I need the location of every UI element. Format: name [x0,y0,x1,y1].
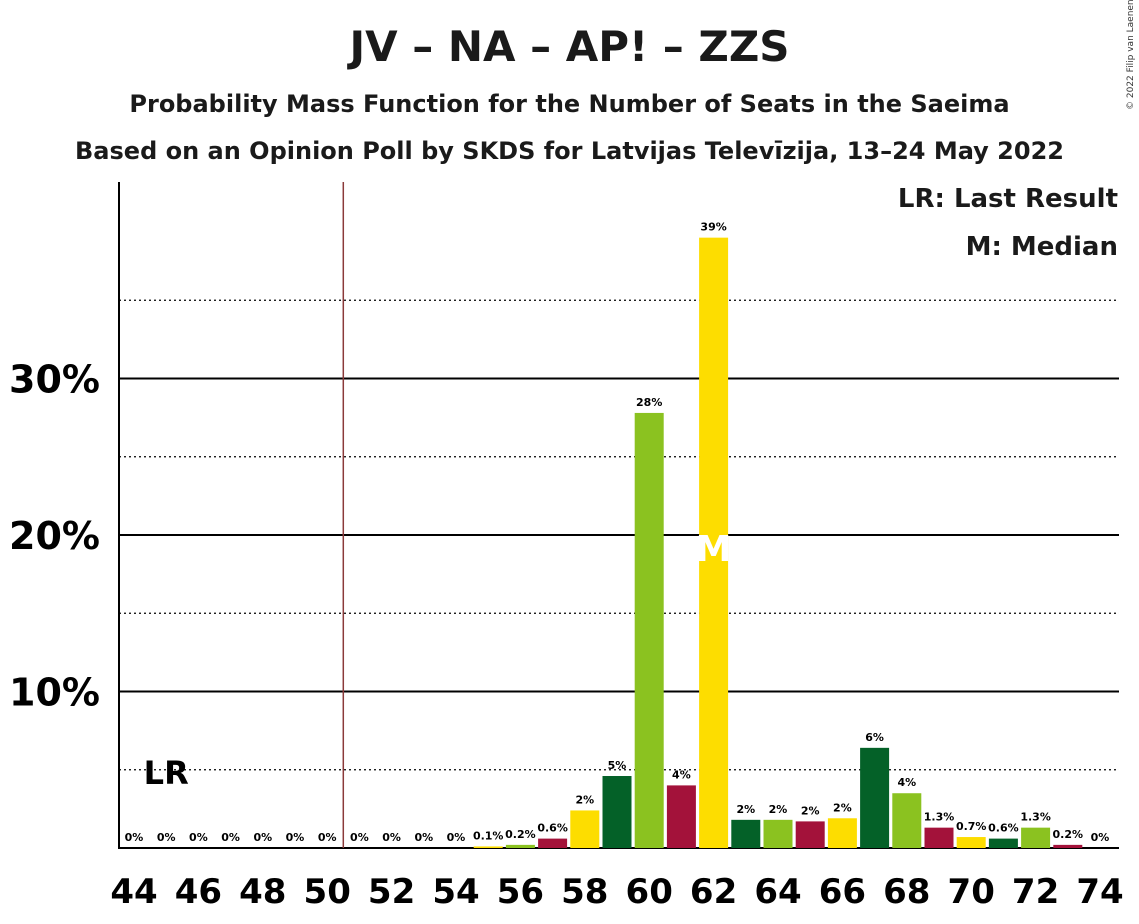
x-tick-label: 46 [175,872,222,912]
bar-seats-60 [634,412,664,848]
legend-last-result: LR: Last Result [897,184,1118,214]
data-label: 0% [318,831,337,844]
x-tick-label: 44 [110,872,157,912]
data-label: 0% [414,831,433,844]
data-label: 2% [801,804,820,817]
bar-seats-65 [795,821,825,848]
bar-seats-55 [473,846,503,848]
legend-median: M: Median [965,232,1118,262]
x-tick-label: 50 [304,872,351,912]
data-label: 0.2% [505,828,536,841]
x-tick-label: 70 [948,872,995,912]
data-label: 1.3% [924,811,955,824]
x-tick-label: 64 [754,872,801,912]
x-tick-label: 68 [883,872,930,912]
data-label: 0.6% [988,822,1019,835]
last-result-label: LR [144,754,189,792]
data-label: 0% [221,831,240,844]
x-tick-label: 74 [1076,872,1123,912]
data-label: 4% [672,768,691,781]
data-label: 39% [700,221,726,234]
y-tick-label: 10% [9,671,100,715]
chart-subtitle-poll: Based on an Opinion Poll by SKDS for Lat… [75,137,1064,165]
data-label: 0% [157,831,176,844]
y-tick-label: 30% [9,358,100,402]
chart-subtitle: Probability Mass Function for the Number… [129,90,1010,118]
data-label: 28% [636,396,662,409]
bar-seats-66 [827,818,857,848]
data-label: 2% [833,801,852,814]
data-label: 0% [382,831,401,844]
data-label: 0% [253,831,272,844]
data-label: 0% [447,831,466,844]
bar-seats-63 [731,819,761,848]
bar-seats-69 [924,827,954,848]
bar-seats-61 [666,785,696,848]
x-tick-label: 60 [626,872,673,912]
data-label: 5% [608,759,627,772]
data-label: 0.6% [537,822,568,835]
data-label: 2% [575,793,594,806]
data-label: 4% [897,776,916,789]
bar-seats-70 [956,837,986,848]
x-tick-label: 56 [497,872,544,912]
x-tick-label: 48 [239,872,286,912]
bar-seats-67 [860,747,890,848]
data-label: 0.1% [473,829,504,842]
median-marker: M [696,529,732,570]
bar-seats-73 [1053,844,1083,848]
bar-seats-56 [505,844,535,848]
x-tick-label: 62 [690,872,737,912]
y-tick-label: 20% [9,514,100,558]
data-label: 0% [125,831,144,844]
data-label: 0% [286,831,305,844]
bar-seats-57 [538,838,568,848]
bar-seats-71 [988,838,1018,848]
chart-title: JV – NA – AP! – ZZS [349,22,790,71]
x-tick-label: 52 [368,872,415,912]
bar-seats-59 [602,776,632,848]
x-tick-label: 58 [561,872,608,912]
data-label: 1.3% [1020,811,1051,824]
x-tick-label: 66 [819,872,866,912]
data-label: 0.2% [1053,828,1084,841]
x-tick-label: 72 [1012,872,1059,912]
data-label: 0% [1091,831,1110,844]
data-label: 2% [769,803,788,816]
data-label: 0% [189,831,208,844]
bar-seats-64 [763,819,793,848]
data-label: 0% [350,831,369,844]
data-label: 0.7% [956,820,987,833]
bar-seats-68 [892,793,922,848]
data-label: 6% [865,731,884,744]
x-tick-label: 54 [432,872,479,912]
bar-seats-62 [699,237,729,848]
data-label: 2% [736,803,755,816]
bar-seats-72 [1021,827,1051,848]
bar-seats-58 [570,810,600,848]
